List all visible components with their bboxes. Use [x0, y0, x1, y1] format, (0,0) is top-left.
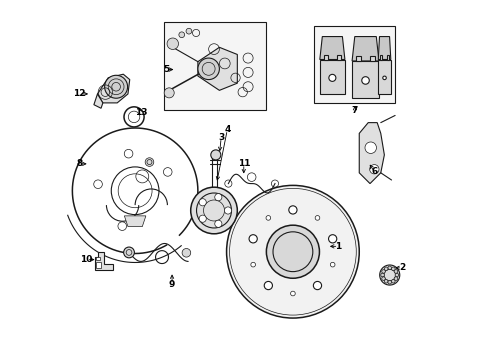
Circle shape [328, 235, 336, 243]
Text: 7: 7 [351, 106, 357, 115]
Circle shape [266, 225, 319, 278]
Circle shape [290, 291, 295, 296]
Circle shape [313, 282, 321, 290]
Text: 2: 2 [398, 264, 405, 273]
Circle shape [210, 150, 221, 160]
Circle shape [163, 168, 172, 176]
Circle shape [384, 279, 387, 283]
Circle shape [387, 280, 391, 284]
Bar [96, 262, 101, 267]
Bar [355, 56, 360, 61]
Circle shape [164, 88, 174, 98]
Circle shape [380, 273, 384, 277]
Circle shape [94, 180, 102, 189]
Circle shape [185, 28, 191, 34]
Circle shape [361, 77, 368, 84]
Circle shape [379, 265, 399, 285]
Circle shape [145, 158, 153, 166]
Text: 10: 10 [81, 255, 93, 264]
Circle shape [384, 267, 387, 271]
Bar [369, 56, 374, 61]
Circle shape [288, 206, 296, 214]
Circle shape [364, 142, 376, 153]
Circle shape [393, 270, 397, 273]
Bar [336, 55, 341, 59]
Circle shape [394, 273, 398, 277]
Circle shape [391, 267, 394, 271]
Circle shape [224, 207, 231, 214]
Polygon shape [97, 74, 129, 103]
Polygon shape [319, 37, 344, 59]
Text: 1: 1 [335, 242, 341, 251]
Circle shape [123, 247, 134, 258]
Circle shape [199, 199, 206, 206]
Circle shape [179, 32, 184, 38]
Circle shape [330, 262, 334, 267]
Polygon shape [359, 123, 384, 184]
Polygon shape [94, 252, 113, 270]
Polygon shape [124, 216, 145, 226]
Polygon shape [378, 59, 390, 94]
Circle shape [182, 248, 190, 257]
Polygon shape [198, 47, 237, 90]
Circle shape [369, 165, 378, 174]
Circle shape [199, 215, 206, 222]
Circle shape [124, 149, 133, 158]
Polygon shape [319, 59, 344, 94]
Text: 8: 8 [76, 159, 82, 168]
Polygon shape [351, 61, 378, 98]
Circle shape [214, 194, 222, 201]
Text: 9: 9 [168, 280, 175, 289]
Text: 3: 3 [218, 133, 224, 142]
Polygon shape [351, 37, 378, 61]
Bar [314, 26, 394, 103]
Circle shape [264, 282, 272, 290]
Bar [163, 22, 265, 110]
Circle shape [248, 235, 257, 243]
Circle shape [265, 216, 270, 220]
Text: 5: 5 [163, 65, 169, 74]
Circle shape [387, 266, 391, 270]
Bar [386, 55, 388, 59]
Circle shape [381, 270, 385, 273]
Circle shape [250, 262, 255, 267]
Circle shape [382, 76, 386, 80]
Circle shape [314, 216, 319, 220]
Circle shape [381, 277, 385, 280]
Bar [323, 55, 327, 59]
Text: 11: 11 [237, 159, 249, 168]
Circle shape [167, 38, 178, 49]
Text: 4: 4 [224, 125, 230, 134]
Polygon shape [94, 94, 102, 108]
Circle shape [118, 222, 126, 230]
Circle shape [226, 185, 359, 318]
Circle shape [198, 58, 219, 80]
Bar [96, 257, 100, 260]
Circle shape [104, 75, 127, 98]
Circle shape [190, 187, 237, 234]
Text: 13: 13 [135, 108, 147, 117]
Text: 6: 6 [370, 167, 377, 176]
Text: 12: 12 [73, 89, 85, 98]
Circle shape [393, 277, 397, 280]
Polygon shape [378, 37, 390, 59]
Circle shape [391, 279, 394, 283]
Bar [379, 55, 382, 59]
Circle shape [214, 220, 222, 228]
Circle shape [328, 75, 335, 81]
